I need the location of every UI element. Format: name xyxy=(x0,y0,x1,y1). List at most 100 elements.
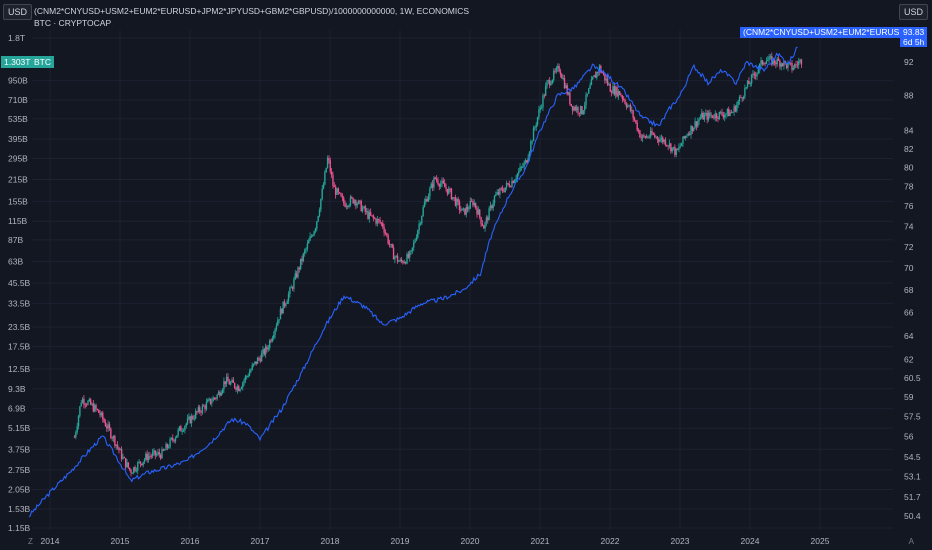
candle-body xyxy=(586,93,589,95)
candle-body xyxy=(616,87,618,97)
candle-body xyxy=(338,192,341,194)
candle-body xyxy=(380,222,383,224)
candle-body xyxy=(678,146,680,150)
candle-body xyxy=(627,105,629,108)
candle-body xyxy=(271,337,274,342)
candle-body xyxy=(188,416,190,419)
candle-body xyxy=(415,237,418,241)
candle-body xyxy=(464,208,466,215)
candle-body xyxy=(470,201,473,202)
candle-body xyxy=(746,80,749,88)
candle-body xyxy=(730,112,733,114)
candle-body xyxy=(452,197,454,200)
candle-body xyxy=(297,267,299,278)
candle-body xyxy=(554,70,556,72)
candle-body xyxy=(302,253,305,261)
left-tick-label: 395B xyxy=(8,134,28,144)
candle-body xyxy=(291,287,294,289)
candle-body xyxy=(744,88,746,97)
candle-body xyxy=(427,195,430,202)
candle-body xyxy=(92,403,95,412)
left-tick-label: 2.05B xyxy=(8,484,31,494)
right-tick-label: 57.5 xyxy=(904,412,921,422)
candle-body xyxy=(107,424,109,429)
candle-body xyxy=(640,137,642,139)
candle-body xyxy=(159,454,162,459)
candle-body xyxy=(481,223,484,226)
candle-body xyxy=(453,197,455,198)
candle-body xyxy=(620,95,622,96)
candle-body xyxy=(561,74,563,79)
candle-body xyxy=(621,95,624,99)
candle-body xyxy=(443,183,446,188)
candle-body xyxy=(446,188,449,194)
candle-body xyxy=(787,62,789,68)
candle-body xyxy=(701,112,703,118)
candle-body xyxy=(421,215,423,224)
right-tick-label: 62 xyxy=(904,355,914,365)
candle-body xyxy=(466,206,469,210)
candle-body xyxy=(76,426,78,433)
candle-body xyxy=(143,459,146,462)
candle-body xyxy=(328,158,330,161)
candle-body xyxy=(162,449,165,451)
candle-body xyxy=(200,411,202,413)
candle-body xyxy=(726,108,729,114)
candle-body xyxy=(501,188,504,192)
candle-body xyxy=(670,143,672,152)
candle-body xyxy=(155,454,158,456)
candle-body xyxy=(213,397,216,399)
candle-body xyxy=(468,208,470,210)
candle-body xyxy=(127,462,130,468)
candle-body xyxy=(126,462,128,468)
candle-body xyxy=(413,242,415,248)
candle-body xyxy=(383,226,385,233)
candle-body xyxy=(528,151,531,158)
candle-body xyxy=(254,361,256,364)
candle-body xyxy=(190,415,193,424)
candle-body xyxy=(93,405,96,412)
candle-body xyxy=(425,199,427,203)
candle-body xyxy=(795,64,797,66)
goto-date-icon[interactable]: Z xyxy=(28,537,33,546)
left-tick-label: 295B xyxy=(8,153,28,163)
candle-body xyxy=(259,358,261,362)
right-tick-label: 88 xyxy=(904,91,914,101)
candle-body xyxy=(565,85,567,88)
candle-body xyxy=(141,463,143,466)
candle-body xyxy=(653,134,656,137)
candle-body xyxy=(651,130,653,135)
candle-body xyxy=(255,361,257,364)
candle-body xyxy=(77,415,80,427)
right-tick-label: 54.5 xyxy=(904,452,921,462)
candle-body xyxy=(768,56,770,60)
auto-scale-icon[interactable]: A xyxy=(908,537,914,546)
candle-body xyxy=(166,444,169,448)
candle-body xyxy=(81,398,84,403)
candle-body xyxy=(546,81,548,87)
candle-body xyxy=(256,358,259,364)
candle-body xyxy=(274,329,276,336)
candle-body xyxy=(356,203,358,206)
currency-right-button[interactable]: USD xyxy=(898,4,928,20)
candle-body xyxy=(260,353,263,362)
right-tick-label: 84 xyxy=(904,126,914,136)
candle-body xyxy=(174,437,177,442)
candle-body xyxy=(229,382,232,385)
candle-body xyxy=(582,110,585,115)
candle-body xyxy=(732,112,734,114)
candle-body xyxy=(473,202,476,206)
candle-body xyxy=(308,240,310,244)
x-tick-label: 2024 xyxy=(741,536,760,546)
candle-body xyxy=(792,67,795,70)
candle-body xyxy=(316,221,318,229)
right-tick-label: 72 xyxy=(904,242,914,252)
candle-body xyxy=(186,418,189,424)
candle-body xyxy=(313,231,315,236)
candle-body xyxy=(742,96,745,99)
candle-body xyxy=(283,301,286,306)
candle-body xyxy=(590,79,593,86)
candle-body xyxy=(343,197,345,204)
currency-left-button[interactable]: USD xyxy=(3,4,33,20)
